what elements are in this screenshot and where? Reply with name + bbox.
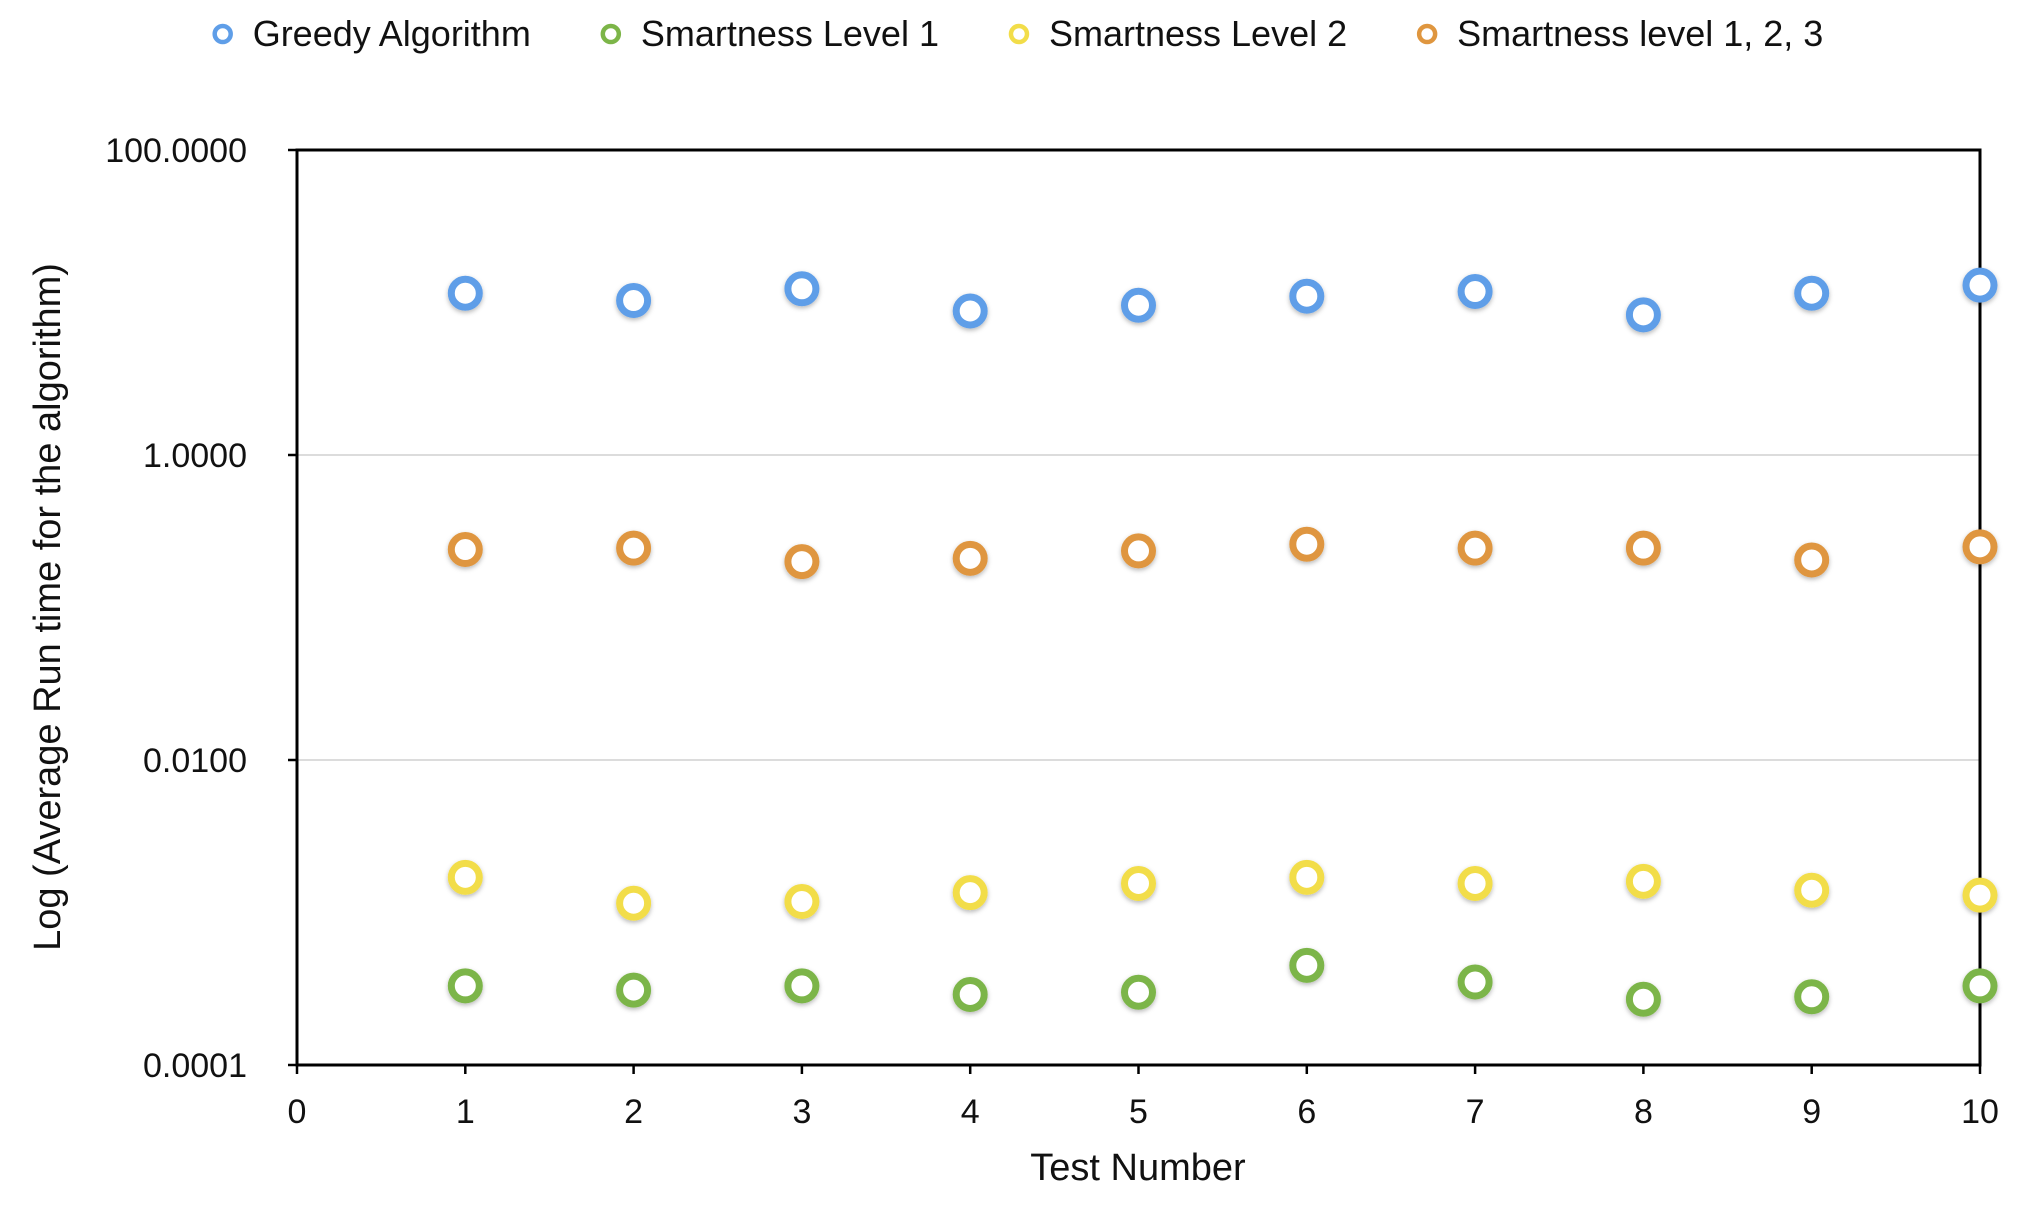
data-point [1121,865,1156,901]
data-point [1962,968,1998,1004]
data-markers [447,267,1998,1017]
data-point [447,968,483,1004]
x-axis-ticks: 0 1 2 3 4 5 6 7 8 9 10 [288,1065,1999,1131]
data-point [447,532,483,568]
y-tick-label: 0.0100 [143,742,247,780]
data-point [1625,297,1661,333]
x-tick-label: 4 [961,1093,980,1131]
gridlines [297,454,1980,761]
series-3-markers [447,859,1998,921]
legend-item-1: Greedy Algorithm [212,13,531,54]
data-point [1289,947,1325,983]
data-point [784,968,820,1004]
data-point [616,283,652,319]
x-tick-label: 2 [624,1093,643,1131]
data-point [1121,287,1156,323]
legend-label: Greedy Algorithm [253,13,531,54]
data-point [784,884,820,920]
x-tick-label: 6 [1297,1093,1316,1131]
y-tick-label: 1.0000 [143,437,247,475]
x-tick-label: 1 [456,1093,475,1131]
data-point [784,271,820,307]
legend-marker [1416,23,1438,45]
legend-marker [212,23,233,45]
data-point [1289,859,1325,895]
data-point [1794,872,1830,908]
plot-frame [295,148,1982,1067]
y-tick-label: 100.0000 [105,132,247,170]
data-point [952,875,988,911]
series-4-markers [447,526,1998,580]
data-point [1289,526,1325,562]
data-point [1121,974,1156,1010]
data-point [952,976,988,1012]
series-1-markers [447,267,1998,333]
x-tick-label: 9 [1802,1093,1821,1131]
data-point [447,859,483,895]
data-point [1457,274,1493,310]
y-tick-label: 0.0001 [143,1047,247,1085]
data-point [447,275,483,311]
data-point [1962,529,1998,565]
data-point [616,530,652,566]
legend-label: Smartness level 1, 2, 3 [1457,13,1823,54]
data-point [1794,979,1830,1015]
data-point [1457,964,1493,1000]
data-point [1625,981,1661,1017]
data-point [1457,530,1493,566]
x-tick-label: 0 [288,1093,307,1131]
data-point [952,540,988,576]
x-tick-label: 8 [1634,1093,1653,1131]
legend-item-2: Smartness Level 1 [600,13,939,54]
x-tick-label: 10 [1961,1093,1999,1131]
x-tick-label: 7 [1466,1093,1485,1131]
series-2-markers [447,947,1998,1017]
legend: Greedy Algorithm Smartness Level 1 Smartne… [212,13,1823,54]
data-point [1625,863,1661,899]
data-point [952,293,988,329]
data-point [1794,542,1830,578]
legend-item-3: Smartness Level 2 [1008,13,1347,54]
data-point [616,885,652,921]
legend-label: Smartness Level 2 [1049,13,1347,54]
data-point [1457,865,1493,901]
data-point [1121,533,1156,569]
legend-marker [1008,23,1030,45]
x-axis-title: Test Number [1030,1147,1246,1189]
legend-item-4: Smartness level 1, 2, 3 [1416,13,1823,54]
data-point [1794,275,1830,311]
data-point [784,544,820,580]
data-point [1962,267,1998,303]
legend-label: Smartness Level 1 [641,13,939,54]
data-point [1289,278,1325,314]
legend-marker [600,23,622,45]
data-point [616,972,652,1008]
y-axis-title: Log (Average Run time for the algorithm) [27,263,69,951]
data-point [1962,877,1998,913]
data-point [1625,530,1661,566]
y-axis-ticks: 100.0000 1.0000 0.0100 0.0001 [105,132,297,1085]
x-tick-label: 5 [1129,1093,1148,1131]
x-tick-label: 3 [792,1093,811,1131]
